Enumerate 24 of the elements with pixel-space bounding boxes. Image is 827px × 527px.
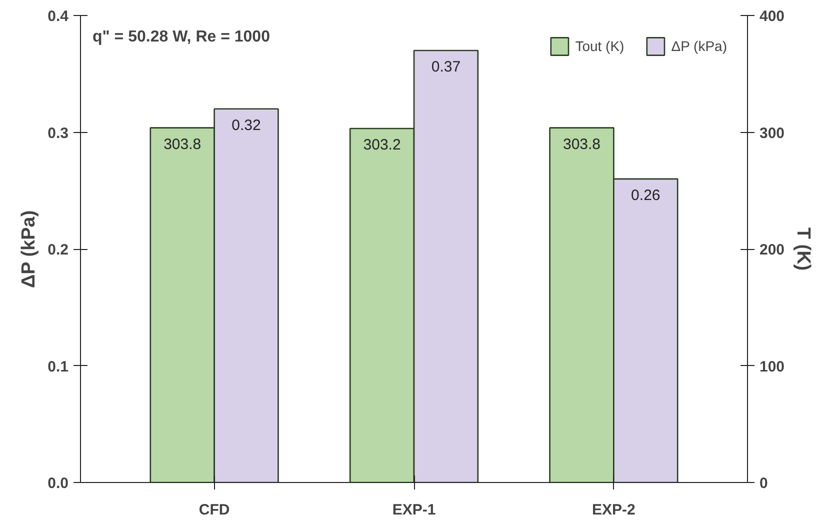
data-label: 0.26 <box>631 186 660 204</box>
y2-tick-label: 100 <box>760 358 785 376</box>
data-label: 303.8 <box>562 136 601 153</box>
y2-tick-label: 0 <box>760 475 768 492</box>
data-label: 303.8 <box>164 136 202 153</box>
legend-label: Tout (K) <box>575 38 624 54</box>
y-axis-title: ΔP (kPa) <box>18 210 40 288</box>
x-tick-label: EXP-1 <box>392 502 436 518</box>
legend-label: ΔP (kPa) <box>671 38 727 54</box>
x-tick-label: EXP-2 <box>592 502 636 518</box>
y2-tick-label: 300 <box>760 124 785 142</box>
y2-tick-label: 400 <box>760 8 785 25</box>
annotation: q" = 50.28 W, Re = 1000 <box>92 28 270 46</box>
y2-tick-label: 200 <box>760 242 785 258</box>
data-label: 303.2 <box>363 136 401 154</box>
data-label: 0.32 <box>232 116 261 134</box>
y-tick-label: 0.1 <box>48 358 69 376</box>
data-label: 0.37 <box>431 58 461 76</box>
y-tick-label: 0.2 <box>48 242 69 258</box>
y2-axis-title: T (K) <box>792 227 814 271</box>
y-tick-label: 0.3 <box>48 124 69 142</box>
y-tick-label: 0.0 <box>48 475 69 492</box>
x-tick-label: CFD <box>198 502 230 518</box>
y-tick-label: 0.4 <box>48 8 70 25</box>
